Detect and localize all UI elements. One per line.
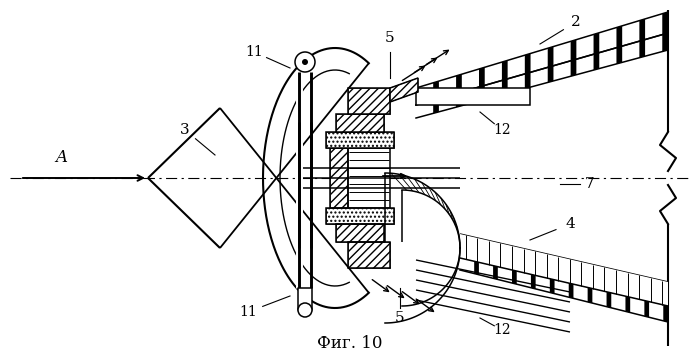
Polygon shape bbox=[326, 208, 394, 224]
Polygon shape bbox=[617, 26, 622, 48]
Polygon shape bbox=[330, 148, 348, 208]
Text: Фиг. 10: Фиг. 10 bbox=[317, 335, 383, 352]
Polygon shape bbox=[348, 148, 390, 208]
Polygon shape bbox=[390, 78, 418, 102]
Polygon shape bbox=[456, 92, 462, 107]
Polygon shape bbox=[433, 99, 439, 113]
Polygon shape bbox=[474, 261, 479, 275]
Polygon shape bbox=[416, 88, 530, 105]
Polygon shape bbox=[607, 292, 611, 308]
Polygon shape bbox=[662, 33, 668, 52]
Polygon shape bbox=[479, 67, 484, 87]
Polygon shape bbox=[525, 72, 531, 89]
Polygon shape bbox=[531, 274, 535, 289]
Polygon shape bbox=[348, 88, 390, 114]
Polygon shape bbox=[593, 53, 599, 70]
Polygon shape bbox=[326, 132, 394, 148]
Polygon shape bbox=[502, 79, 507, 95]
Polygon shape bbox=[502, 61, 507, 80]
Polygon shape bbox=[416, 33, 668, 118]
Polygon shape bbox=[570, 59, 577, 76]
Polygon shape bbox=[570, 40, 577, 61]
Polygon shape bbox=[663, 305, 668, 322]
Polygon shape bbox=[348, 242, 390, 268]
Text: 7: 7 bbox=[585, 177, 595, 191]
Text: 5: 5 bbox=[385, 31, 395, 45]
Polygon shape bbox=[640, 40, 645, 58]
Text: 4: 4 bbox=[565, 217, 575, 231]
Circle shape bbox=[298, 303, 312, 317]
Polygon shape bbox=[644, 300, 649, 317]
Polygon shape bbox=[512, 270, 517, 284]
Polygon shape bbox=[493, 266, 498, 279]
Text: 12: 12 bbox=[493, 123, 511, 137]
Polygon shape bbox=[550, 279, 554, 294]
Polygon shape bbox=[626, 296, 630, 313]
Polygon shape bbox=[569, 283, 573, 298]
Polygon shape bbox=[617, 46, 622, 64]
Text: 12: 12 bbox=[493, 323, 511, 337]
Bar bbox=[298, 288, 312, 310]
Text: 11: 11 bbox=[245, 45, 263, 59]
Circle shape bbox=[295, 52, 315, 72]
Polygon shape bbox=[460, 258, 668, 322]
Circle shape bbox=[302, 59, 308, 65]
Text: 2: 2 bbox=[571, 15, 581, 29]
Text: 11: 11 bbox=[239, 305, 257, 319]
Text: 3: 3 bbox=[180, 123, 190, 137]
Polygon shape bbox=[456, 74, 462, 94]
Polygon shape bbox=[548, 66, 554, 83]
Polygon shape bbox=[460, 234, 668, 306]
Polygon shape bbox=[548, 47, 554, 67]
Text: A: A bbox=[55, 149, 67, 166]
Polygon shape bbox=[416, 12, 668, 105]
Polygon shape bbox=[525, 53, 531, 74]
Text: 5: 5 bbox=[395, 311, 405, 325]
Polygon shape bbox=[433, 81, 439, 100]
Polygon shape bbox=[662, 12, 668, 35]
Polygon shape bbox=[479, 85, 484, 101]
Polygon shape bbox=[336, 224, 384, 242]
Polygon shape bbox=[588, 287, 592, 303]
Polygon shape bbox=[336, 114, 384, 132]
Polygon shape bbox=[593, 33, 599, 54]
Polygon shape bbox=[640, 19, 645, 41]
